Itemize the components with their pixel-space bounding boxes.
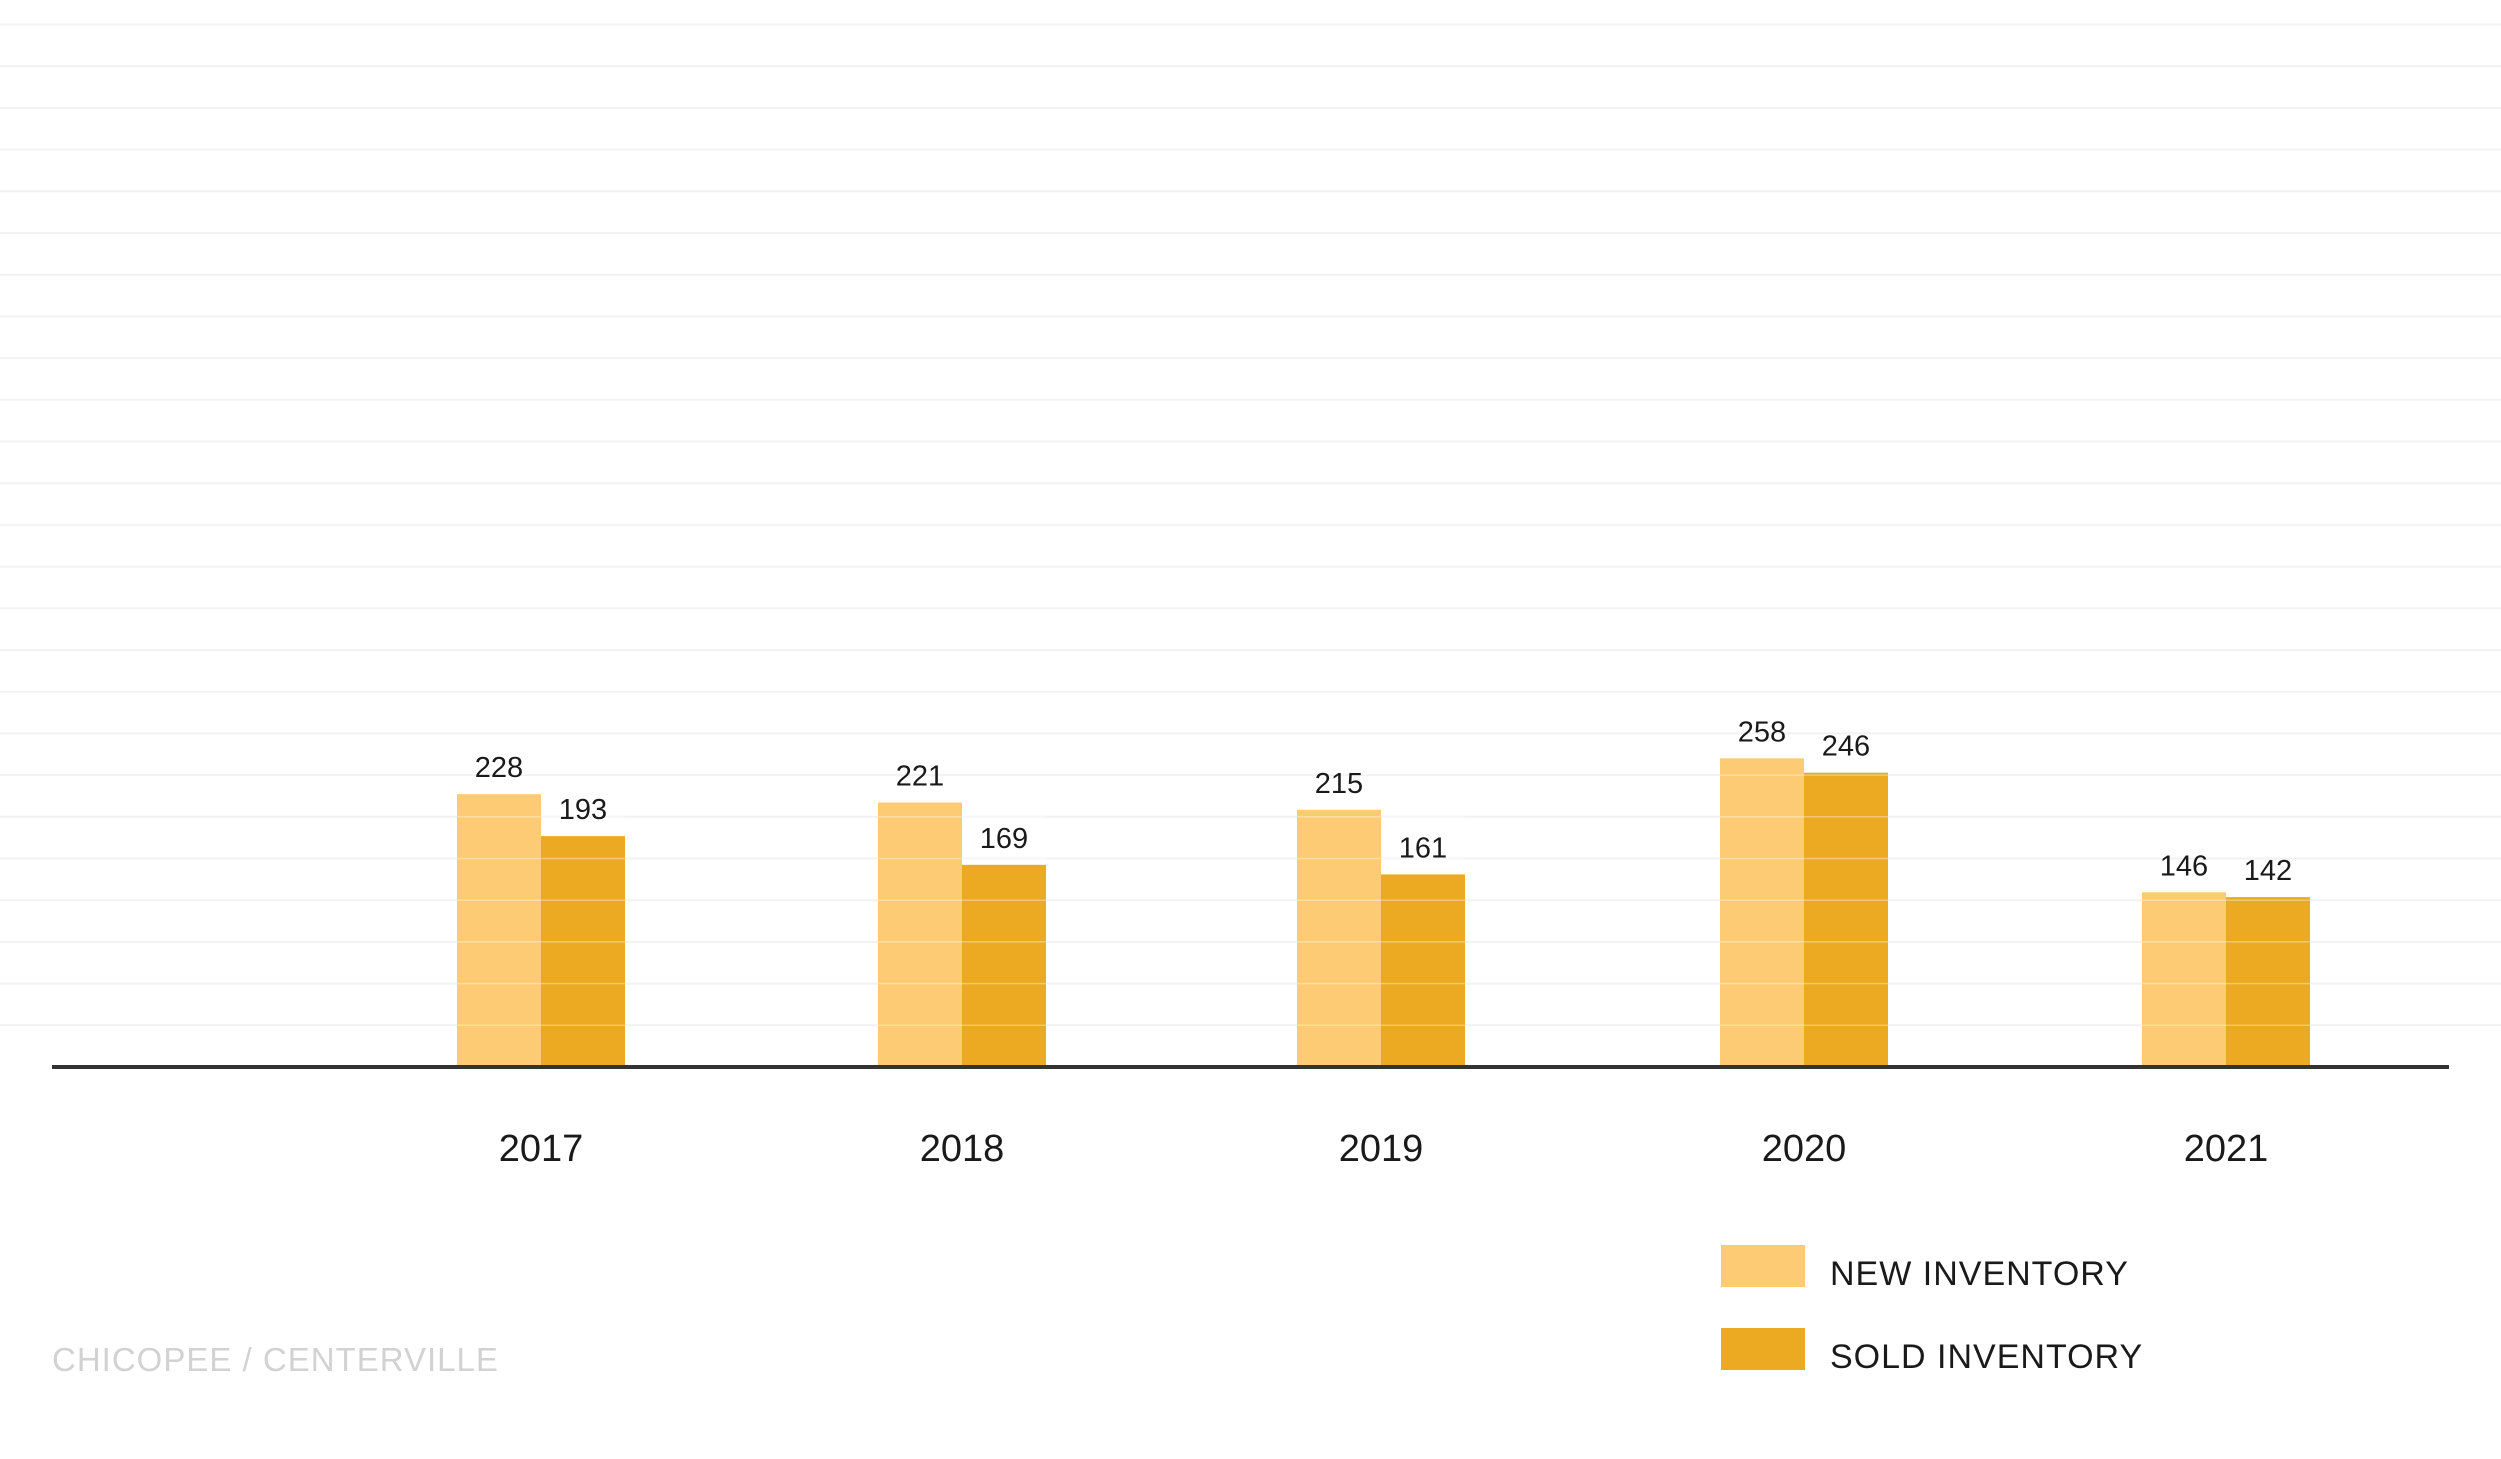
bar-new-inventory-2020 — [1720, 758, 1804, 1067]
legend-swatch-new-inventory — [1721, 1245, 1805, 1287]
data-label-new-inventory-2020: 258 — [1738, 716, 1786, 748]
data-label-new-inventory-2021: 146 — [2160, 850, 2208, 882]
data-label-sold-inventory-2020: 246 — [1822, 731, 1870, 763]
x-tick-label-2017: 2017 — [499, 1128, 584, 1170]
data-label-new-inventory-2018: 221 — [896, 761, 944, 793]
bar-sold-inventory-2020 — [1804, 772, 1888, 1067]
bar-new-inventory-2018 — [878, 802, 962, 1067]
data-labels: 228 193 221 169 215 161 258 246 146 142 — [475, 716, 2292, 887]
bar-new-inventory-2019 — [1297, 809, 1381, 1067]
data-label-new-inventory-2019: 215 — [1315, 768, 1363, 800]
data-label-sold-inventory-2021: 142 — [2244, 855, 2292, 887]
x-tick-label-2019: 2019 — [1339, 1128, 1424, 1170]
bar-new-inventory-2021 — [2142, 892, 2226, 1067]
bar-gridlines — [457, 774, 2310, 1027]
data-label-sold-inventory-2019: 161 — [1399, 832, 1447, 864]
bar-sold-inventory-2019 — [1381, 874, 1465, 1067]
x-tick-label-2020: 2020 — [1762, 1128, 1847, 1170]
bar-sold-inventory-2017 — [541, 836, 625, 1067]
data-label-sold-inventory-2017: 193 — [559, 794, 607, 826]
data-label-new-inventory-2017: 228 — [475, 752, 523, 784]
x-tick-label-2018: 2018 — [920, 1128, 1005, 1170]
legend: NEW INVENTORY SOLD INVENTORY — [1721, 1245, 2143, 1376]
bar-sold-inventory-2021 — [2226, 897, 2310, 1067]
x-tick-labels: 2017 2018 2019 2020 2021 — [499, 1128, 2269, 1170]
legend-swatch-sold-inventory — [1721, 1328, 1805, 1370]
bar-new-inventory-2017 — [457, 794, 541, 1067]
bars — [457, 758, 2310, 1067]
data-label-sold-inventory-2018: 169 — [980, 823, 1028, 855]
x-tick-label-2021: 2021 — [2184, 1128, 2269, 1170]
bar-sold-inventory-2018 — [962, 864, 1046, 1067]
legend-label-new-inventory: NEW INVENTORY — [1830, 1255, 2129, 1293]
legend-label-sold-inventory: SOLD INVENTORY — [1830, 1338, 2143, 1376]
footer-location-label: CHICOPEE / CENTERVILLE — [52, 1341, 499, 1378]
gridlines — [0, 23, 2501, 1027]
